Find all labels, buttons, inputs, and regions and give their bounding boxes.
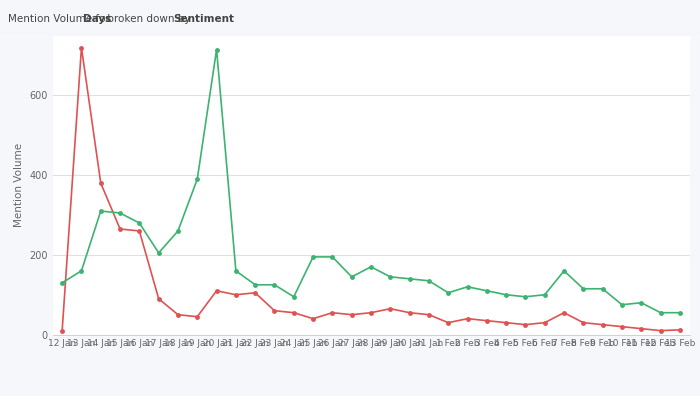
Text: Mention Volume for: Mention Volume for: [8, 13, 113, 23]
Text: Sentiment: Sentiment: [174, 13, 234, 23]
Y-axis label: Mention Volume: Mention Volume: [13, 143, 24, 227]
Text: broken down by: broken down by: [104, 13, 193, 23]
Text: Days: Days: [83, 13, 111, 23]
